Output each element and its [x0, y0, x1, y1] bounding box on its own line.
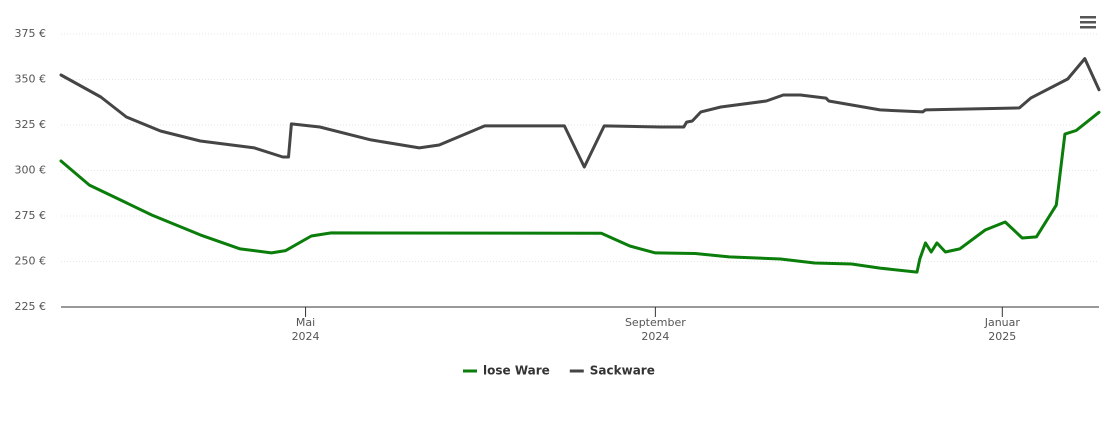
x-tick-label: September	[625, 316, 686, 329]
y-tick-label: 275 €	[15, 209, 47, 222]
menu-icon[interactable]	[1080, 16, 1096, 29]
y-tick-label: 325 €	[15, 118, 47, 131]
y-tick-label: 375 €	[15, 27, 47, 40]
y-tick-label: 225 €	[15, 300, 47, 313]
x-tick-label: 2024	[292, 330, 320, 343]
x-tick-label: Mai	[296, 316, 315, 329]
x-tick-label: 2025	[988, 330, 1016, 343]
legend-label: lose Ware	[483, 364, 550, 378]
y-tick-label: 300 €	[15, 164, 47, 177]
x-tick-label: 2024	[641, 330, 669, 343]
y-tick-label: 250 €	[15, 255, 47, 268]
series-line	[59, 57, 1101, 169]
x-tick-label: Januar	[984, 316, 1021, 329]
series-line	[59, 110, 1101, 274]
legend-label: Sackware	[590, 364, 655, 378]
y-tick-label: 350 €	[15, 73, 47, 86]
